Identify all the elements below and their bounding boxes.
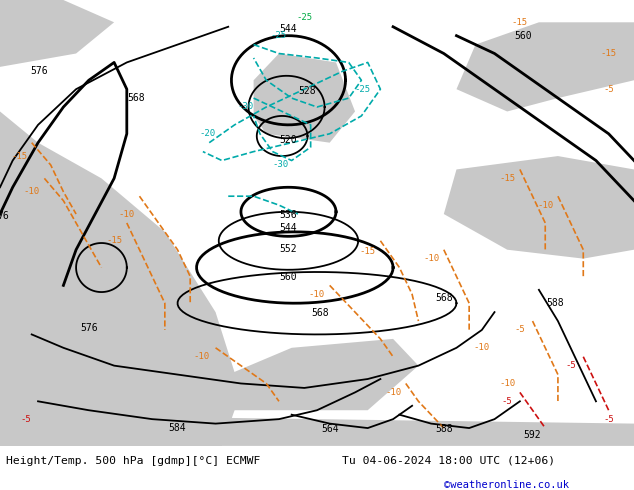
Text: 568: 568: [127, 93, 145, 103]
Text: -10: -10: [309, 290, 325, 299]
Text: -10: -10: [23, 187, 40, 196]
Polygon shape: [0, 0, 114, 67]
Text: -15: -15: [512, 18, 528, 27]
Text: 552: 552: [280, 244, 297, 254]
Text: -5: -5: [604, 415, 614, 424]
Polygon shape: [0, 415, 634, 446]
Text: Tu 04-06-2024 18:00 UTC (12+06): Tu 04-06-2024 18:00 UTC (12+06): [342, 456, 555, 466]
Text: 528: 528: [299, 86, 316, 97]
Text: -25: -25: [354, 85, 371, 94]
Text: -10: -10: [385, 388, 401, 397]
Text: 576: 576: [80, 323, 98, 333]
Text: -25: -25: [296, 13, 313, 23]
Text: 544: 544: [280, 223, 297, 233]
Text: 588: 588: [546, 298, 564, 308]
Text: -10: -10: [423, 254, 439, 263]
Text: -30: -30: [238, 101, 254, 111]
Text: -5: -5: [20, 415, 30, 424]
Polygon shape: [254, 53, 355, 143]
Text: Height/Temp. 500 hPa [gdmp][°C] ECMWF: Height/Temp. 500 hPa [gdmp][°C] ECMWF: [6, 456, 261, 466]
Text: -25: -25: [271, 31, 287, 40]
Polygon shape: [456, 22, 634, 112]
Text: 536: 536: [280, 210, 297, 220]
Polygon shape: [444, 156, 634, 259]
Text: -5: -5: [515, 325, 525, 335]
Text: -15: -15: [499, 174, 515, 183]
Text: -10: -10: [499, 379, 515, 388]
Text: 76: 76: [0, 211, 9, 221]
Text: -15: -15: [106, 236, 122, 245]
Text: -10: -10: [193, 352, 210, 361]
Text: 564: 564: [321, 424, 339, 434]
Text: -10: -10: [474, 343, 490, 352]
Text: -5: -5: [502, 397, 512, 406]
Text: -20: -20: [200, 129, 216, 138]
Text: 588: 588: [435, 424, 453, 434]
Text: 560: 560: [514, 31, 532, 41]
Text: -5: -5: [566, 361, 576, 370]
Text: 520: 520: [280, 135, 297, 146]
Text: -15: -15: [11, 151, 27, 161]
Text: 568: 568: [435, 293, 453, 303]
Text: 576: 576: [30, 66, 48, 76]
Text: 568: 568: [311, 308, 329, 318]
Text: -10: -10: [119, 210, 135, 219]
Text: 544: 544: [280, 24, 297, 34]
Text: ©weatheronline.co.uk: ©weatheronline.co.uk: [444, 480, 569, 490]
Text: 592: 592: [524, 430, 541, 440]
Text: -10: -10: [537, 200, 553, 210]
Text: 584: 584: [169, 423, 186, 433]
Text: -15: -15: [359, 247, 376, 256]
Text: -5: -5: [604, 85, 614, 94]
Polygon shape: [203, 339, 418, 410]
Polygon shape: [0, 112, 241, 446]
Text: -15: -15: [600, 49, 617, 58]
Text: -30: -30: [272, 161, 288, 170]
Text: 560: 560: [280, 272, 297, 282]
